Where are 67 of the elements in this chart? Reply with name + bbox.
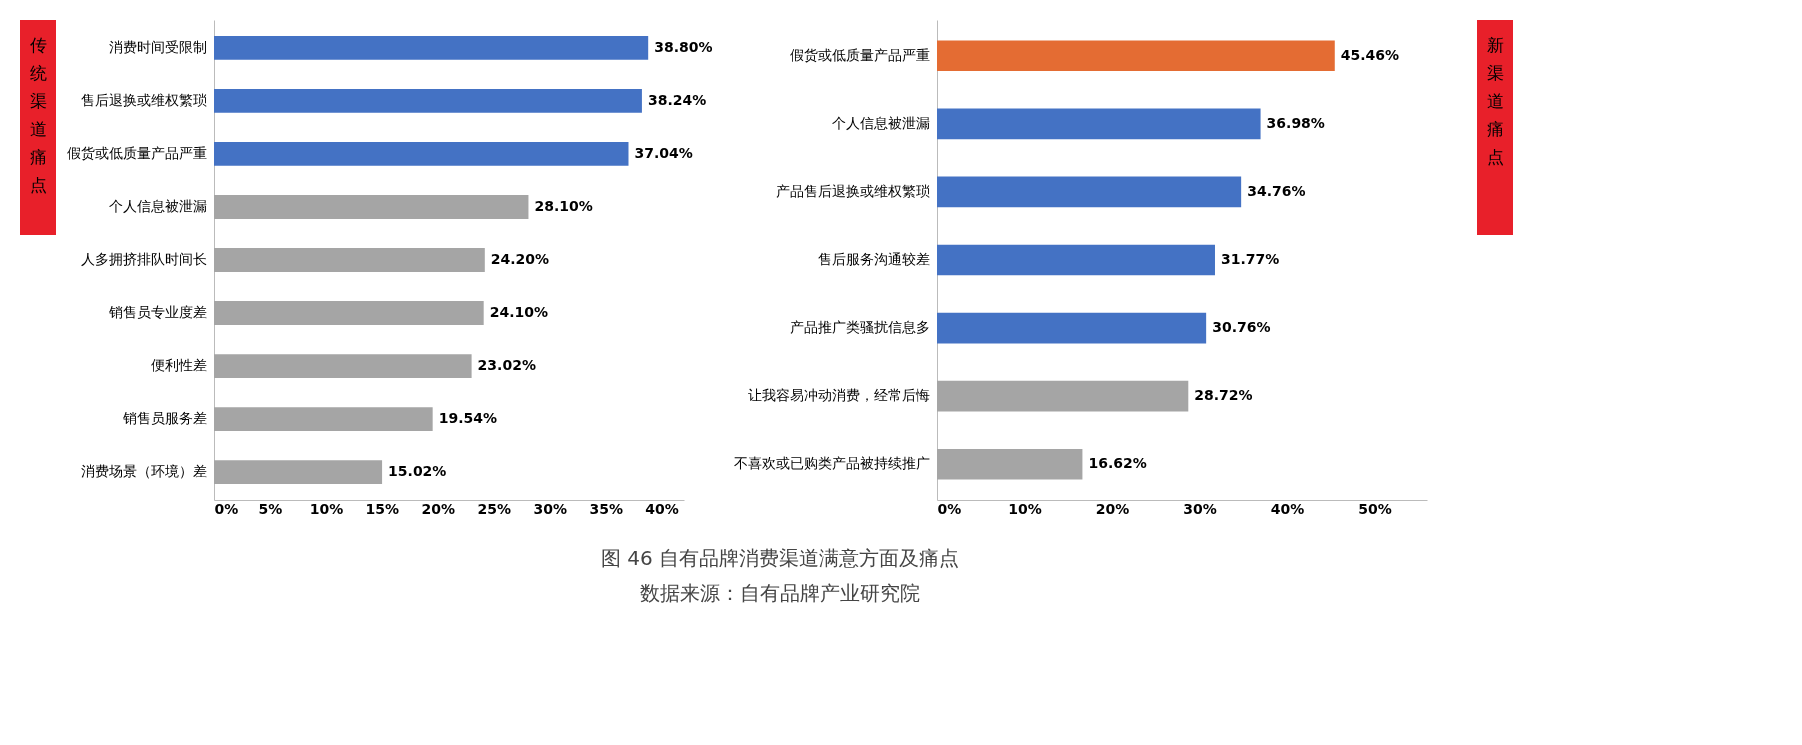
bar xyxy=(937,448,1083,480)
data-label: 24.20% xyxy=(490,251,550,267)
y-tick-label: 销售员专业度差 xyxy=(107,304,207,321)
x-tick-label: 40% xyxy=(645,500,679,517)
y-tick-label: 个人信息被泄漏 xyxy=(831,114,930,131)
y-tick-label: 不喜欢或已购类产品被持续推广 xyxy=(733,455,930,472)
y-tick-label: 便利性差 xyxy=(150,357,207,374)
bar xyxy=(214,88,642,113)
y-tick-label: 让我容易冲动消费，经常后悔 xyxy=(747,387,930,404)
x-tick-label: 35% xyxy=(589,500,623,517)
x-tick-label: 20% xyxy=(421,500,456,517)
bar xyxy=(214,35,649,60)
y-tick-label: 产品推广类骚扰信息多 xyxy=(789,319,930,336)
y-tick-label: 销售员服务差 xyxy=(121,410,207,427)
x-tick-label: 10% xyxy=(309,500,344,517)
bar xyxy=(937,380,1189,412)
data-label: 38.80% xyxy=(654,38,713,55)
y-tick-label: 售后退换或维权繁琐 xyxy=(80,91,207,108)
y-tick-label: 假货或低质量产品严重 xyxy=(66,144,207,161)
x-tick-label: 50% xyxy=(1358,500,1392,517)
x-tick-label: 30% xyxy=(533,500,567,517)
x-tick-label: 40% xyxy=(1270,500,1305,517)
y-tick-label: 产品售后退换或维权繁琐 xyxy=(775,182,930,199)
data-label: 45.46% xyxy=(1340,46,1400,63)
data-label: 16.62% xyxy=(1088,455,1147,472)
bar xyxy=(214,407,433,432)
bar xyxy=(214,301,484,325)
data-label: 34.76% xyxy=(1247,182,1306,199)
x-tick-label: 0% xyxy=(214,500,239,517)
data-label: 15.02% xyxy=(388,463,447,480)
data-label: 23.02% xyxy=(477,357,536,374)
x-tick-label: 20% xyxy=(1095,500,1130,517)
data-label: 28.10% xyxy=(534,197,593,214)
bar xyxy=(937,312,1207,344)
data-label: 24.10% xyxy=(489,304,548,321)
y-tick-label: 消费时间受限制 xyxy=(108,38,207,55)
data-label: 36.98% xyxy=(1266,114,1325,131)
source-note: 数据来源：自有品牌产业研究院 xyxy=(640,580,920,605)
bar xyxy=(214,354,472,379)
bar xyxy=(214,248,485,272)
y-tick-label: 个人信息被泄漏 xyxy=(108,197,207,214)
bar xyxy=(937,108,1261,140)
text: 传统渠道痛点 xyxy=(29,35,47,195)
bar xyxy=(937,176,1242,208)
text: 新渠道痛点 xyxy=(1486,35,1504,167)
data-label: 28.72% xyxy=(1194,387,1253,404)
bar xyxy=(937,244,1215,276)
bar xyxy=(214,141,629,166)
bar xyxy=(214,460,383,485)
data-label: 31.77% xyxy=(1220,251,1280,267)
data-label: 19.54% xyxy=(438,410,497,427)
bar xyxy=(214,195,529,219)
x-tick-label: 30% xyxy=(1183,500,1217,517)
x-tick-label: 10% xyxy=(1008,500,1042,517)
y-tick-label: 消费场景（环境）差 xyxy=(80,463,207,480)
data-label: 38.24% xyxy=(647,91,707,108)
y-tick-label: 假货或低质量产品严重 xyxy=(789,46,930,63)
caption: 图 46 自有品牌消费渠道满意方面及痛点 xyxy=(600,545,960,570)
x-tick-label: 5% xyxy=(258,500,283,517)
x-tick-label: 0% xyxy=(937,500,962,517)
y-tick-label: 人多拥挤排队时间长 xyxy=(80,251,207,267)
data-label: 37.04% xyxy=(634,144,693,161)
bar xyxy=(937,40,1335,72)
x-tick-label: 15% xyxy=(365,500,400,517)
y-tick-label: 售后服务沟通较差 xyxy=(817,251,930,267)
data-label: 30.76% xyxy=(1212,319,1271,336)
x-tick-label: 25% xyxy=(477,500,512,517)
